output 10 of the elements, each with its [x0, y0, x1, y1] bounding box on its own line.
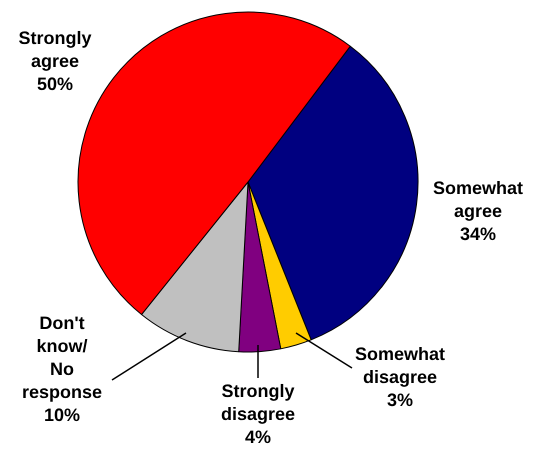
slice-label: Don't know/ No response: [22, 312, 102, 402]
slice-label: Somewhat disagree: [354, 344, 446, 387]
slice-label: Somewhat agree: [432, 178, 524, 221]
data-label: 50%: [36, 74, 74, 94]
slice-label: Strongly disagree: [220, 380, 296, 424]
data-label: 34%: [460, 224, 496, 244]
data-label: 10%: [44, 404, 80, 425]
data-label: 3%: [386, 390, 414, 410]
data-label: 4%: [244, 426, 272, 447]
slice-label: Strongly agree: [18, 28, 92, 71]
